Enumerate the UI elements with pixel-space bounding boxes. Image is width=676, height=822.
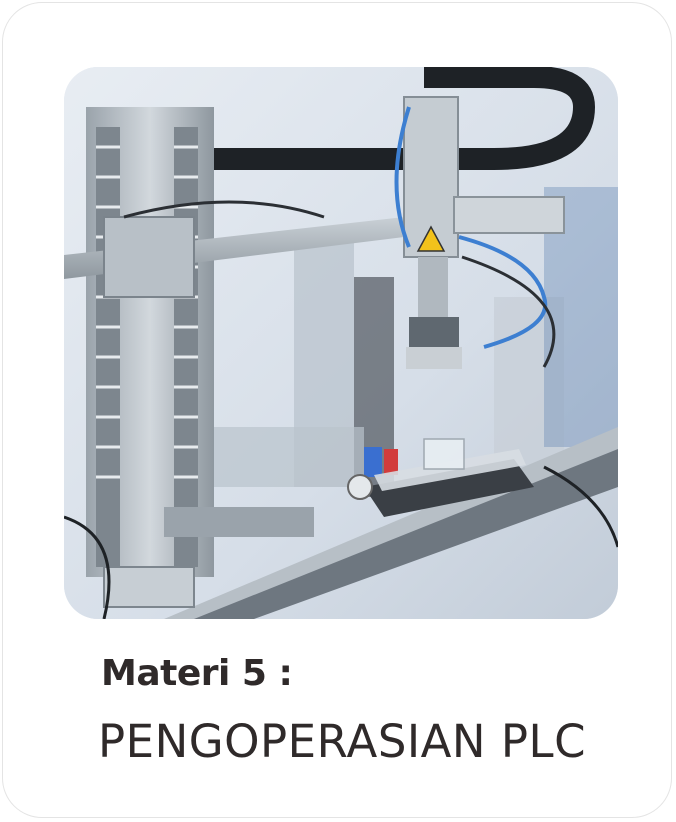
module-title: PENGOPERASIAN PLC	[98, 715, 587, 768]
module-thumbnail-image	[64, 67, 618, 619]
plc-machine-illustration	[64, 67, 618, 619]
module-number-label: Materi 5 :	[101, 653, 293, 694]
